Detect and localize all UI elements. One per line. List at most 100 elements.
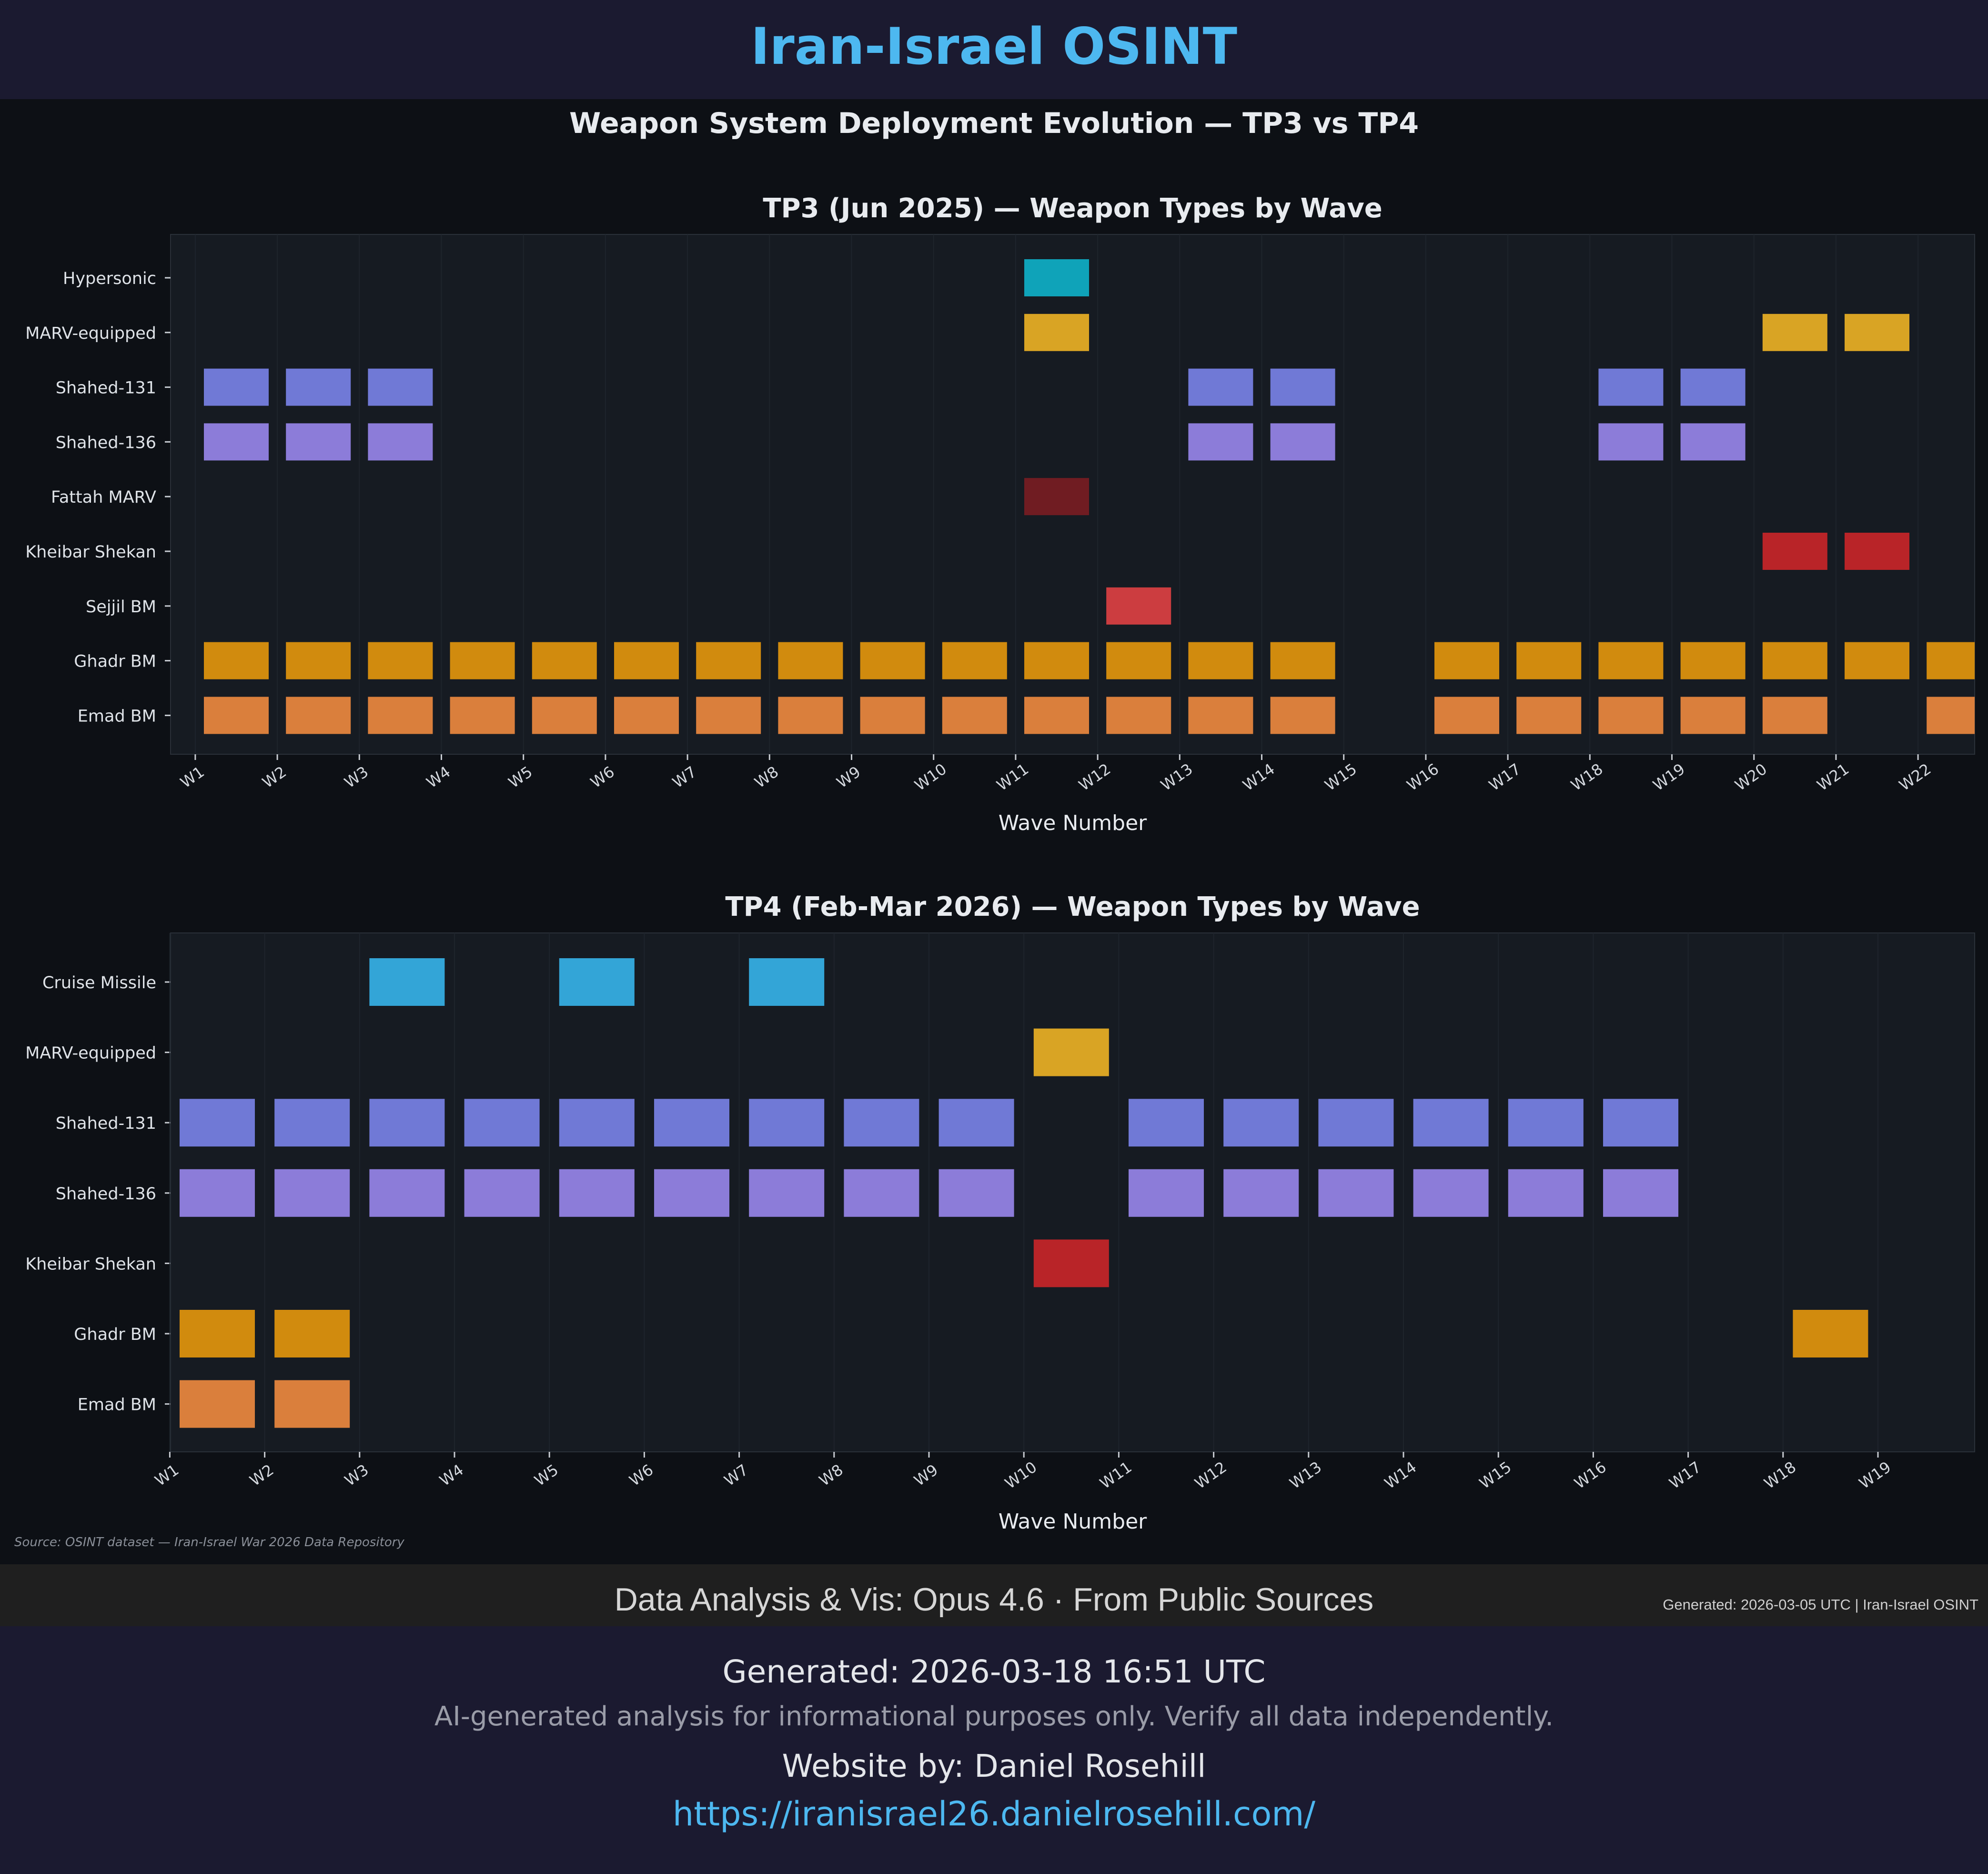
tp4-x-tick-label: W6 bbox=[626, 1461, 656, 1490]
tp4-x-tick-label: W8 bbox=[816, 1461, 846, 1490]
tp4-cell bbox=[1508, 1169, 1584, 1217]
tp3-x-tick-label: W16 bbox=[1403, 760, 1442, 795]
tp3-cell bbox=[1680, 697, 1746, 734]
tp4-cell bbox=[369, 1099, 445, 1147]
tp4-x-axis-label: Wave Number bbox=[999, 1509, 1147, 1534]
tp3-cell bbox=[1762, 314, 1827, 351]
tp4-x-tick-label: W4 bbox=[436, 1461, 466, 1490]
tp4-row-label: Ghadr BM bbox=[74, 1325, 156, 1344]
tp3-x-tick-label: W3 bbox=[341, 763, 372, 792]
tp3-cell bbox=[778, 697, 843, 734]
tp3-cell bbox=[860, 642, 925, 679]
tp3-cell bbox=[1024, 314, 1089, 351]
tp3-row-label: Hypersonic bbox=[63, 269, 156, 288]
tp4-cell bbox=[1603, 1169, 1678, 1217]
tp4-x-tick-label: W14 bbox=[1381, 1458, 1420, 1493]
tp3-x-tick-label: W14 bbox=[1240, 760, 1278, 795]
tp4-cell bbox=[844, 1169, 919, 1217]
tp3-cell bbox=[614, 642, 679, 679]
tp3-cell bbox=[1024, 478, 1089, 516]
tp3-cell bbox=[450, 642, 515, 679]
tp3-cell bbox=[1106, 587, 1171, 625]
tp3-x-tick-label: W5 bbox=[505, 763, 535, 792]
tp3-row-label: Fattah MARV bbox=[51, 488, 156, 507]
tp3-chart-title: TP3 (Jun 2025) — Weapon Types by Wave bbox=[763, 193, 1382, 224]
tp4-row-label: Shahed-131 bbox=[56, 1114, 156, 1133]
tp3-cell bbox=[1927, 642, 1975, 679]
tp3-cell bbox=[1188, 423, 1253, 461]
tp3-row-label: Emad BM bbox=[78, 707, 156, 726]
tp3-chart: TP3 (Jun 2025) — Weapon Types by Wave Hyp… bbox=[25, 193, 1975, 835]
tp3-row-label: Sejjil BM bbox=[86, 598, 156, 617]
tp4-cell bbox=[1318, 1099, 1394, 1147]
tp4-cell bbox=[938, 1099, 1014, 1147]
tp4-cell bbox=[369, 958, 445, 1006]
footer-website-by: Website by: Daniel Rosehill bbox=[782, 1748, 1206, 1784]
tp3-cell bbox=[1434, 697, 1499, 734]
site-title: Iran-Israel OSINT bbox=[750, 17, 1238, 76]
site-header: Iran-Israel OSINT bbox=[0, 0, 1988, 99]
footer-url-link[interactable]: https://iranisrael26.danielrosehill.com/ bbox=[672, 1794, 1316, 1833]
tp3-cell bbox=[1024, 642, 1089, 679]
tp3-x-tick-label: W7 bbox=[669, 763, 700, 792]
tp4-row-label: MARV-equipped bbox=[25, 1044, 156, 1063]
tp3-cell bbox=[778, 642, 843, 679]
tp4-cell bbox=[369, 1169, 445, 1217]
tp4-cell bbox=[559, 1169, 635, 1217]
tp3-cell bbox=[368, 423, 433, 461]
tp4-x-tick-label: W19 bbox=[1856, 1458, 1894, 1493]
tp3-x-tick-label: W17 bbox=[1485, 760, 1524, 795]
tp3-cell bbox=[368, 697, 433, 734]
tp4-cell bbox=[1413, 1169, 1489, 1217]
tp4-x-tick-label: W16 bbox=[1571, 1458, 1610, 1493]
tp3-cell bbox=[1680, 368, 1746, 406]
tp4-cell bbox=[274, 1380, 350, 1428]
tp3-cell bbox=[1434, 642, 1499, 679]
tp3-cell bbox=[1024, 259, 1089, 296]
tp4-x-tick-label: W13 bbox=[1286, 1458, 1325, 1493]
tp4-x-tick-label: W17 bbox=[1666, 1458, 1705, 1493]
tp3-cell bbox=[1270, 368, 1335, 406]
tp3-cell bbox=[614, 697, 679, 734]
tp3-cell bbox=[1270, 642, 1335, 679]
tp3-cell bbox=[696, 697, 761, 734]
tp3-cell bbox=[1598, 642, 1664, 679]
tp3-row-label: Shahed-136 bbox=[56, 433, 156, 452]
tp4-x-tick-label: W3 bbox=[341, 1461, 372, 1490]
tp3-cell bbox=[368, 642, 433, 679]
tp3-cell bbox=[532, 642, 597, 679]
tp4-cell bbox=[464, 1169, 540, 1217]
tp4-cell bbox=[464, 1099, 540, 1147]
tp3-row-label: Kheibar Shekan bbox=[25, 543, 156, 562]
tp3-x-tick-label: W2 bbox=[259, 763, 290, 792]
tp3-x-tick-label: W8 bbox=[751, 763, 782, 792]
tp3-cell bbox=[1762, 533, 1827, 570]
tp3-cell bbox=[1927, 697, 1975, 734]
tp3-cell bbox=[1106, 697, 1171, 734]
tp3-cell bbox=[1516, 642, 1582, 679]
tp3-x-tick-label: W4 bbox=[423, 763, 454, 792]
tp3-cell bbox=[1845, 314, 1909, 351]
tp3-cell bbox=[942, 642, 1007, 679]
tp4-row-label: Shahed-136 bbox=[56, 1185, 156, 1204]
tp3-cell bbox=[1598, 423, 1664, 461]
tp4-x-tick-label: W10 bbox=[1001, 1458, 1040, 1493]
tp3-x-tick-label: W18 bbox=[1567, 760, 1606, 795]
tp3-cell bbox=[1516, 697, 1582, 734]
tp3-cell bbox=[204, 368, 269, 406]
tp3-cell bbox=[1270, 697, 1335, 734]
tp3-cell bbox=[860, 697, 925, 734]
tp4-cell bbox=[1223, 1099, 1299, 1147]
tp3-x-tick-label: W15 bbox=[1322, 760, 1360, 795]
tp4-cell bbox=[274, 1099, 350, 1147]
tp4-cell bbox=[180, 1380, 255, 1428]
tp4-cell bbox=[559, 1099, 635, 1147]
tp4-cell bbox=[1223, 1169, 1299, 1217]
tp3-cell bbox=[450, 697, 515, 734]
tp3-cell bbox=[1598, 368, 1664, 406]
tp4-x-tick-label: W18 bbox=[1761, 1458, 1799, 1493]
tp3-cell bbox=[1024, 697, 1089, 734]
credit-bar bbox=[0, 1564, 1988, 1626]
tp4-cell bbox=[1508, 1099, 1584, 1147]
tp3-cell bbox=[1680, 642, 1746, 679]
